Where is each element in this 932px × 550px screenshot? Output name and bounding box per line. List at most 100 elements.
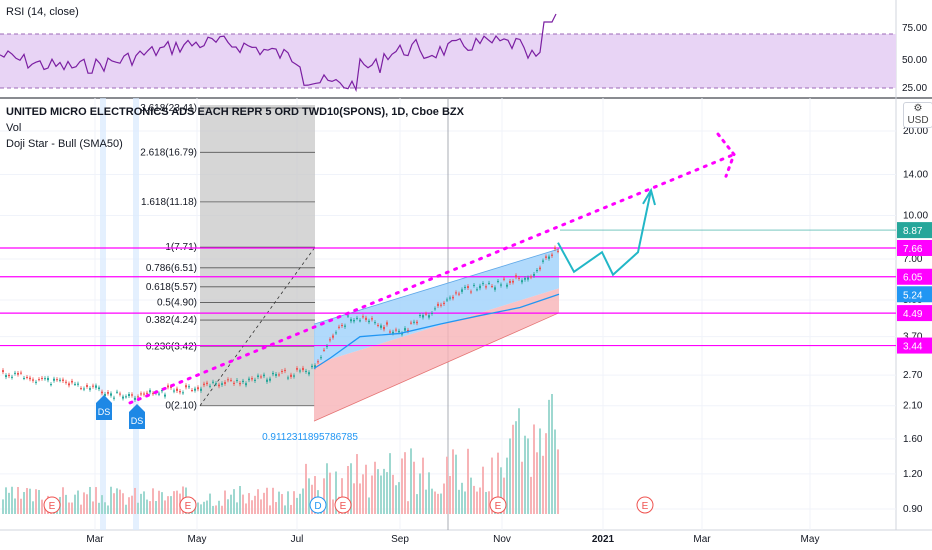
price-tick-label: 10.00 — [903, 210, 928, 221]
volume-bar — [545, 433, 547, 514]
volume-bar — [98, 502, 100, 514]
volume-bar — [389, 453, 391, 514]
price-tick-label: 20.00 — [903, 126, 928, 137]
candle — [92, 385, 94, 387]
rsi-label: RSI (14, close) — [6, 6, 79, 18]
candle — [176, 388, 178, 391]
candle — [119, 393, 121, 395]
fib-level-label: 0.236(3.42) — [146, 341, 197, 352]
candle — [326, 346, 328, 348]
volume-bar — [350, 463, 352, 514]
volume-bar — [392, 474, 394, 514]
ds-marker — [96, 395, 112, 420]
volume-bar — [68, 502, 70, 514]
candle — [95, 385, 97, 388]
candle — [332, 335, 334, 338]
candle — [8, 374, 10, 377]
candle — [98, 387, 100, 390]
candle — [80, 388, 82, 390]
volume-bar — [110, 486, 112, 514]
candle — [86, 385, 88, 387]
candle — [179, 391, 181, 393]
volume-bar — [128, 497, 130, 514]
rsi-line — [0, 13, 557, 93]
volume-bar — [422, 457, 424, 514]
volume-bar — [515, 421, 517, 514]
volume-bar — [491, 457, 493, 514]
volume-bar — [92, 501, 94, 514]
candle — [383, 326, 385, 330]
candle — [260, 376, 262, 378]
event-marker — [309, 496, 327, 514]
candle — [146, 392, 148, 394]
candle — [296, 368, 298, 370]
volume-bar — [551, 394, 553, 514]
candle — [83, 388, 85, 390]
candle — [233, 382, 235, 384]
volume-bar — [446, 456, 448, 514]
volume-bar — [209, 493, 211, 514]
volume-bar — [8, 492, 10, 514]
candle — [374, 322, 376, 324]
volume-bar — [233, 489, 235, 514]
candle — [116, 391, 118, 393]
volume-bar — [206, 500, 208, 514]
candle — [557, 250, 559, 252]
volume-bar — [365, 464, 367, 514]
candle — [305, 370, 307, 372]
candle — [149, 390, 151, 393]
event-marker-label: E — [340, 501, 347, 512]
candle — [125, 396, 127, 398]
candle — [101, 391, 103, 394]
candle — [488, 282, 490, 284]
candle — [467, 286, 469, 288]
price-badge — [897, 337, 932, 354]
candle — [389, 331, 391, 333]
volume-bar — [248, 493, 250, 514]
volume-bar — [140, 493, 142, 514]
candle — [32, 379, 34, 381]
candle — [512, 280, 514, 283]
price-badge — [897, 222, 932, 239]
currency-button[interactable]: ⚙ USD — [903, 102, 932, 128]
candle — [425, 313, 427, 315]
volume-bar — [359, 483, 361, 514]
event-marker-label: E — [185, 501, 192, 512]
vol-label: Vol — [6, 122, 22, 134]
candle — [152, 393, 154, 395]
volume-bar — [548, 399, 550, 514]
candle — [401, 333, 403, 335]
volume-bar — [497, 452, 499, 514]
candle — [236, 380, 238, 382]
candle — [44, 378, 46, 380]
volume-bar — [509, 438, 511, 514]
volume-bar — [287, 491, 289, 514]
candle — [494, 287, 496, 290]
event-marker — [334, 496, 352, 514]
candle — [194, 388, 196, 391]
volume-bar — [533, 424, 535, 514]
volume-bar — [305, 463, 307, 514]
candle — [131, 394, 133, 396]
symbol-title: UNITED MICRO ELECTRONICS ADS EACH REPR 5… — [6, 106, 464, 118]
volume-bar — [374, 461, 376, 514]
price-tick-label: 2.10 — [903, 401, 923, 412]
price-tick-label: 14.00 — [903, 169, 928, 180]
volume-bar — [428, 472, 430, 514]
candle — [419, 315, 421, 317]
candle — [77, 383, 79, 385]
volume-bar — [260, 499, 262, 514]
candle — [209, 385, 211, 387]
volume-bar — [518, 408, 520, 514]
volume-bar — [377, 469, 379, 514]
ds-highlight — [133, 98, 139, 530]
volume-bar — [407, 501, 409, 514]
candle — [380, 325, 382, 328]
candle — [275, 374, 277, 376]
volume-bar — [2, 499, 4, 514]
candle — [35, 381, 37, 383]
fib-level-label: 0.382(4.24) — [146, 315, 197, 326]
candle — [554, 247, 556, 249]
volume-bar — [335, 471, 337, 514]
